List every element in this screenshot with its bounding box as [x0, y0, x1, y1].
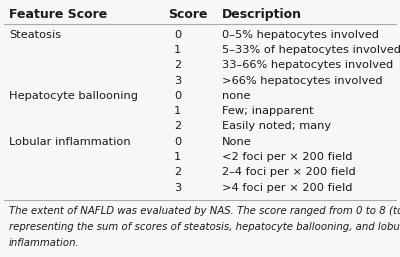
Text: 3: 3: [174, 76, 181, 86]
Text: 0: 0: [174, 91, 181, 101]
Text: Steatosis: Steatosis: [9, 30, 61, 40]
Text: <2 foci per × 200 field: <2 foci per × 200 field: [222, 152, 352, 162]
Text: 3: 3: [174, 182, 181, 192]
Text: Easily noted; many: Easily noted; many: [222, 121, 331, 131]
Text: Description: Description: [222, 8, 302, 21]
Text: 2: 2: [174, 121, 181, 131]
Text: Score: Score: [168, 8, 208, 21]
Text: >66% hepatocytes involved: >66% hepatocytes involved: [222, 76, 383, 86]
Text: 1: 1: [174, 152, 181, 162]
Text: 2: 2: [174, 60, 181, 70]
Text: None: None: [222, 137, 252, 147]
Text: Lobular inflammation: Lobular inflammation: [9, 137, 130, 147]
Text: 2–4 foci per × 200 field: 2–4 foci per × 200 field: [222, 167, 356, 177]
Text: 0: 0: [174, 30, 181, 40]
Text: 5–33% of hepatocytes involved: 5–33% of hepatocytes involved: [222, 45, 400, 55]
Text: Feature Score: Feature Score: [9, 8, 107, 21]
Text: 0–5% hepatocytes involved: 0–5% hepatocytes involved: [222, 30, 379, 40]
Text: Few; inapparent: Few; inapparent: [222, 106, 314, 116]
Text: Hepatocyte ballooning: Hepatocyte ballooning: [9, 91, 138, 101]
Text: >4 foci per × 200 field: >4 foci per × 200 field: [222, 182, 352, 192]
Text: 33–66% hepatocytes involved: 33–66% hepatocytes involved: [222, 60, 393, 70]
Text: representing the sum of scores of steatosis, hepatocyte ballooning, and lobular: representing the sum of scores of steato…: [9, 222, 400, 232]
Text: 0: 0: [174, 137, 181, 147]
Text: 2: 2: [174, 167, 181, 177]
Text: The extent of NAFLD was evaluated by NAS. The score ranged from 0 to 8 (total sc: The extent of NAFLD was evaluated by NAS…: [9, 206, 400, 216]
Text: none: none: [222, 91, 250, 101]
Text: 1: 1: [174, 106, 181, 116]
Text: inflammation.: inflammation.: [9, 238, 80, 248]
Text: 1: 1: [174, 45, 181, 55]
